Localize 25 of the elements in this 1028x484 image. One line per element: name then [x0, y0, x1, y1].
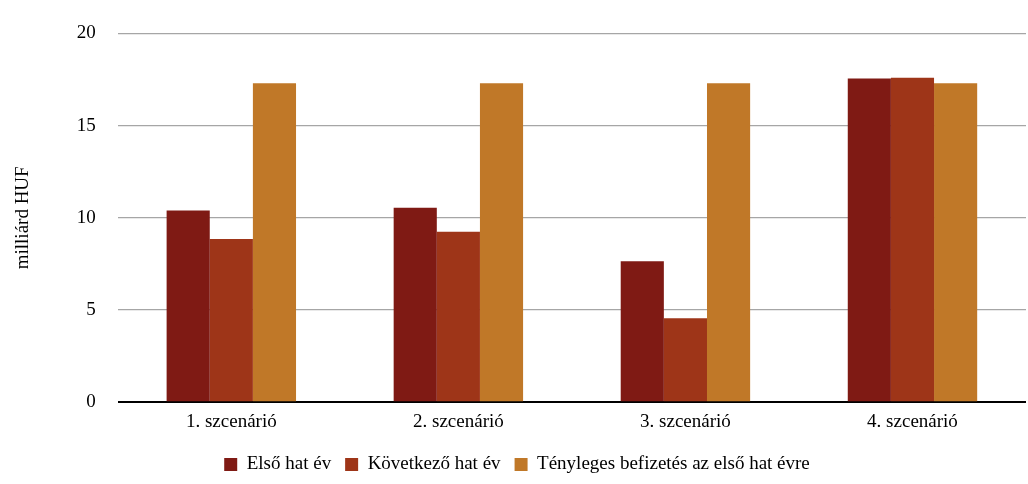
- legend-label: Első hat év: [246, 452, 332, 474]
- bar: [620, 261, 664, 402]
- bar: [890, 77, 935, 402]
- bar: [707, 83, 751, 402]
- bar: [847, 78, 891, 402]
- bar: [393, 207, 437, 402]
- y-tick-label: 10: [76, 205, 96, 227]
- y-tick-label: 20: [76, 21, 96, 43]
- bar: [166, 210, 210, 402]
- y-tick-label: 0: [86, 390, 96, 412]
- y-tick-label: 15: [76, 113, 96, 135]
- bar: [436, 231, 480, 402]
- legend-label: Tényleges befizetés az első hat évre: [537, 452, 810, 474]
- bar: [934, 83, 978, 402]
- y-axis-title: milliárd HUF: [11, 166, 33, 270]
- x-tick-label: 2. szcenárió: [413, 409, 504, 431]
- bar: [209, 239, 253, 402]
- x-tick-label: 4. szcenárió: [867, 409, 958, 431]
- bar: [479, 83, 524, 402]
- bar: [252, 83, 297, 402]
- legend-label: Következő hat év: [367, 452, 502, 474]
- bar: [663, 318, 707, 402]
- x-tick-label: 3. szcenárió: [640, 409, 731, 431]
- y-tick-label: 5: [86, 297, 96, 319]
- x-tick-label: 1. szcenárió: [185, 409, 277, 431]
